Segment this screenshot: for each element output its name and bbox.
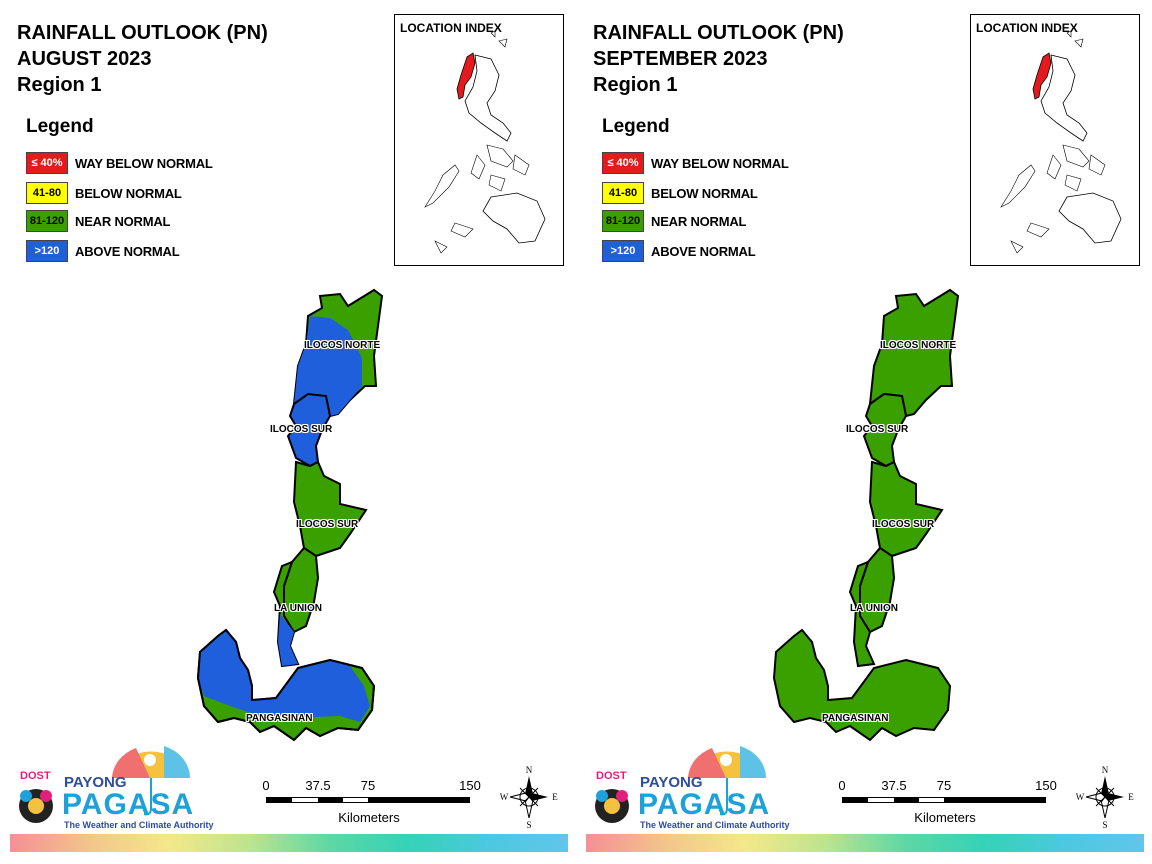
umbrella-icon bbox=[595, 746, 767, 823]
legend-swatch-blue: >120 bbox=[602, 240, 644, 262]
region-1-provinces bbox=[772, 288, 960, 742]
title-line-3: Region 1 bbox=[17, 74, 102, 96]
compass-w: W bbox=[1076, 792, 1085, 802]
scale-bar: 0 37.5 75 150 Kilometers bbox=[832, 778, 1072, 828]
legend-label: WAY BELOW NORMAL bbox=[75, 155, 213, 171]
map-title: RAINFALL OUTLOOK (PN) SEPTEMBER 2023 Reg… bbox=[593, 20, 844, 98]
compass-e: E bbox=[552, 792, 558, 802]
legend-swatch-red: ≤ 40% bbox=[602, 152, 644, 174]
province-label-ilocos-norte: ILOCOS NORTE bbox=[880, 340, 957, 351]
scale-tick: 75 bbox=[360, 778, 376, 793]
legend-title: Legend bbox=[602, 116, 670, 137]
scale-units: Kilometers bbox=[914, 810, 976, 825]
dost-label: DOST bbox=[20, 770, 51, 782]
legend-label: BELOW NORMAL bbox=[651, 185, 758, 201]
legend-swatch-green: 81-120 bbox=[602, 210, 644, 232]
footer-gradient-bar bbox=[586, 834, 1144, 852]
title-line-3: Region 1 bbox=[593, 74, 678, 96]
legend-label: BELOW NORMAL bbox=[75, 185, 182, 201]
scale-tick: 37.5 bbox=[881, 778, 907, 793]
legend-item-below-normal: 41-80 BELOW NORMAL bbox=[26, 182, 182, 204]
map-title: RAINFALL OUTLOOK (PN) AUGUST 2023 Region… bbox=[17, 20, 268, 98]
umbrella-icon bbox=[19, 746, 191, 823]
scale-tick: 75 bbox=[936, 778, 952, 793]
scale-bar-graphic bbox=[266, 797, 470, 803]
title-line-2: SEPTEMBER 2023 bbox=[593, 48, 768, 70]
compass-rose-icon: N S W E bbox=[500, 765, 559, 830]
footer-gradient-bar bbox=[10, 834, 568, 852]
legend-title: Legend bbox=[26, 116, 94, 137]
pagasa-wordmark: PAGASA bbox=[638, 788, 771, 821]
scale-bar: 0 37.5 75 150 Kilometers bbox=[256, 778, 496, 828]
title-line-2: AUGUST 2023 bbox=[17, 48, 152, 70]
province-label-la-union: LA UNION bbox=[850, 603, 898, 614]
scale-tick: 0 bbox=[262, 778, 270, 793]
region-1-provinces bbox=[196, 288, 384, 742]
legend-swatch-red: ≤ 40% bbox=[26, 152, 68, 174]
compass-s: S bbox=[1102, 820, 1107, 830]
legend-item-way-below-normal: ≤ 40% WAY BELOW NORMAL bbox=[26, 152, 213, 174]
compass-n: N bbox=[526, 765, 533, 775]
legend-label: NEAR NORMAL bbox=[651, 213, 747, 229]
title-line-1: RAINFALL OUTLOOK (PN) bbox=[17, 22, 268, 44]
philippines-inset-map bbox=[1000, 30, 1122, 254]
legend-item-below-normal: 41-80 BELOW NORMAL bbox=[602, 182, 758, 204]
legend-swatch-yellow: 41-80 bbox=[26, 182, 68, 204]
province-label-ilocos-sur: ILOCOS SUR bbox=[296, 519, 359, 530]
legend-label: WAY BELOW NORMAL bbox=[651, 155, 789, 171]
payong-pagasa-logo: DOST PAYONG PAGASA The Weather and Clima… bbox=[14, 738, 214, 833]
legend-item-above-normal: >120 ABOVE NORMAL bbox=[26, 240, 180, 262]
legend-swatch-green: 81-120 bbox=[26, 210, 68, 232]
pagasa-wordmark: PAGASA bbox=[62, 788, 195, 821]
province-label-pangasinan: PANGASINAN bbox=[822, 713, 889, 724]
province-label-ilocos-sur: ILOCOS SUR bbox=[270, 424, 333, 435]
location-index-box: LOCATION INDEX bbox=[970, 14, 1140, 266]
logo-tagline: The Weather and Climate Authority bbox=[64, 820, 214, 830]
title-line-1: RAINFALL OUTLOOK (PN) bbox=[593, 22, 844, 44]
scale-tick: 150 bbox=[1035, 778, 1057, 793]
compass-rose-icon: N S W E bbox=[1076, 765, 1135, 830]
scale-units: Kilometers bbox=[338, 810, 400, 825]
legend-item-above-normal: >120 ABOVE NORMAL bbox=[602, 240, 756, 262]
scale-tick: 150 bbox=[459, 778, 481, 793]
scale-tick: 0 bbox=[838, 778, 846, 793]
location-index-title: LOCATION INDEX bbox=[976, 21, 1078, 35]
outlook-panel-august: RAINFALL OUTLOOK (PN) AUGUST 2023 Region… bbox=[10, 14, 568, 852]
payong-label: PAYONG bbox=[64, 774, 127, 791]
legend-item-near-normal: 81-120 NEAR NORMAL bbox=[26, 210, 170, 232]
province-label-ilocos-sur: ILOCOS SUR bbox=[846, 424, 909, 435]
region-1-map: ILOCOS NORTE ILOCOS SUR ILOCOS SUR LA UN… bbox=[190, 266, 390, 751]
payong-pagasa-logo: DOST PAYONG PAGASA The Weather and Clima… bbox=[590, 738, 790, 833]
north-arrow-compass: N S W E bbox=[498, 764, 560, 830]
location-index-box: LOCATION INDEX bbox=[394, 14, 564, 266]
legend-item-near-normal: 81-120 NEAR NORMAL bbox=[602, 210, 746, 232]
dost-label: DOST bbox=[596, 770, 627, 782]
legend-swatch-blue: >120 bbox=[26, 240, 68, 262]
scale-bar-graphic bbox=[842, 797, 1046, 803]
province-label-ilocos-sur: ILOCOS SUR bbox=[872, 519, 935, 530]
region-1-map: ILOCOS NORTE ILOCOS SUR ILOCOS SUR LA UN… bbox=[766, 266, 966, 751]
province-label-la-union: LA UNION bbox=[274, 603, 322, 614]
legend-label: ABOVE NORMAL bbox=[75, 243, 180, 259]
province-label-pangasinan: PANGASINAN bbox=[246, 713, 313, 724]
outlook-panel-september: RAINFALL OUTLOOK (PN) SEPTEMBER 2023 Reg… bbox=[576, 0, 1152, 864]
legend-label: ABOVE NORMAL bbox=[651, 243, 756, 259]
province-label-ilocos-norte: ILOCOS NORTE bbox=[304, 340, 381, 351]
payong-label: PAYONG bbox=[640, 774, 703, 791]
compass-e: E bbox=[1128, 792, 1134, 802]
compass-n: N bbox=[1102, 765, 1109, 775]
north-arrow-compass: N S W E bbox=[1074, 764, 1136, 830]
legend-swatch-yellow: 41-80 bbox=[602, 182, 644, 204]
philippines-inset-map bbox=[424, 30, 546, 254]
compass-w: W bbox=[500, 792, 509, 802]
location-index-title: LOCATION INDEX bbox=[400, 21, 502, 35]
scale-tick: 37.5 bbox=[305, 778, 331, 793]
logo-tagline: The Weather and Climate Authority bbox=[640, 820, 790, 830]
legend-item-way-below-normal: ≤ 40% WAY BELOW NORMAL bbox=[602, 152, 789, 174]
legend-label: NEAR NORMAL bbox=[75, 213, 171, 229]
compass-s: S bbox=[526, 820, 531, 830]
